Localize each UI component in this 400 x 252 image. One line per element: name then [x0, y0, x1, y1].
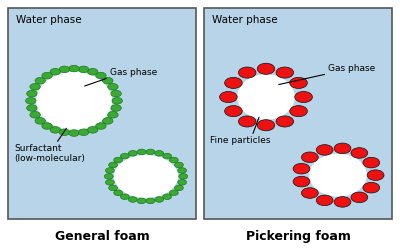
Circle shape [109, 162, 118, 168]
Circle shape [78, 66, 89, 73]
Circle shape [316, 145, 333, 155]
Circle shape [88, 127, 98, 133]
Circle shape [35, 77, 46, 84]
Circle shape [225, 106, 242, 117]
Circle shape [27, 105, 37, 111]
Circle shape [290, 106, 307, 117]
Circle shape [293, 163, 310, 174]
Text: Water phase: Water phase [16, 15, 82, 25]
Text: Gas phase: Gas phase [110, 68, 157, 77]
Circle shape [178, 168, 186, 173]
Circle shape [88, 69, 98, 75]
Circle shape [96, 72, 106, 79]
Circle shape [170, 157, 178, 163]
Circle shape [220, 91, 237, 103]
Circle shape [35, 118, 46, 124]
Circle shape [27, 90, 37, 97]
Circle shape [174, 162, 183, 168]
Circle shape [112, 98, 122, 104]
Circle shape [155, 197, 164, 202]
Circle shape [155, 150, 164, 156]
Circle shape [316, 195, 333, 206]
Circle shape [102, 118, 113, 124]
Circle shape [178, 179, 186, 185]
Bar [8, 8, 196, 219]
Circle shape [108, 112, 118, 118]
Circle shape [128, 197, 137, 202]
Circle shape [238, 116, 256, 127]
Circle shape [30, 112, 40, 118]
Circle shape [69, 130, 79, 136]
Circle shape [363, 157, 380, 168]
Circle shape [334, 143, 351, 154]
Text: Gas phase: Gas phase [328, 64, 375, 73]
Circle shape [96, 123, 106, 129]
Text: Water phase: Water phase [212, 15, 278, 25]
Circle shape [170, 190, 178, 196]
Circle shape [109, 185, 118, 191]
Circle shape [111, 105, 121, 111]
Circle shape [257, 120, 275, 131]
Circle shape [276, 67, 294, 78]
Circle shape [108, 83, 118, 90]
Circle shape [114, 190, 122, 196]
Circle shape [26, 98, 36, 104]
Circle shape [225, 77, 242, 88]
Circle shape [179, 174, 188, 179]
Circle shape [257, 63, 275, 74]
Ellipse shape [114, 155, 178, 198]
Circle shape [293, 176, 310, 187]
Circle shape [120, 153, 129, 159]
Circle shape [146, 198, 155, 204]
Circle shape [163, 153, 172, 159]
Bar [204, 8, 392, 219]
Text: Pickering foam: Pickering foam [246, 230, 350, 243]
Circle shape [106, 179, 114, 185]
Circle shape [50, 69, 60, 75]
Circle shape [30, 83, 40, 90]
Circle shape [174, 185, 183, 191]
Circle shape [50, 127, 60, 133]
Circle shape [146, 149, 155, 155]
Circle shape [114, 157, 122, 163]
Circle shape [302, 188, 318, 198]
Circle shape [363, 182, 380, 193]
Text: Surfactant
(low-molecular): Surfactant (low-molecular) [14, 144, 85, 163]
Circle shape [290, 77, 307, 88]
Circle shape [128, 150, 137, 156]
Ellipse shape [36, 72, 112, 130]
Circle shape [367, 170, 384, 180]
Circle shape [137, 149, 146, 155]
Text: General foam: General foam [55, 230, 149, 243]
Circle shape [69, 65, 79, 72]
Circle shape [351, 148, 368, 158]
Circle shape [42, 123, 52, 129]
Circle shape [334, 197, 351, 207]
Circle shape [42, 72, 52, 79]
Circle shape [120, 194, 129, 200]
Circle shape [238, 67, 256, 78]
Circle shape [106, 168, 114, 173]
Circle shape [351, 192, 368, 203]
Circle shape [137, 198, 146, 204]
Circle shape [59, 66, 70, 73]
Circle shape [111, 90, 121, 97]
Circle shape [295, 91, 312, 103]
Circle shape [302, 152, 318, 163]
Circle shape [163, 194, 172, 200]
Circle shape [102, 77, 113, 84]
Ellipse shape [237, 74, 295, 120]
Circle shape [276, 116, 294, 127]
Circle shape [78, 129, 89, 136]
Circle shape [104, 174, 113, 179]
Ellipse shape [309, 154, 367, 197]
Text: Fine particles: Fine particles [210, 136, 270, 145]
Circle shape [59, 129, 70, 136]
